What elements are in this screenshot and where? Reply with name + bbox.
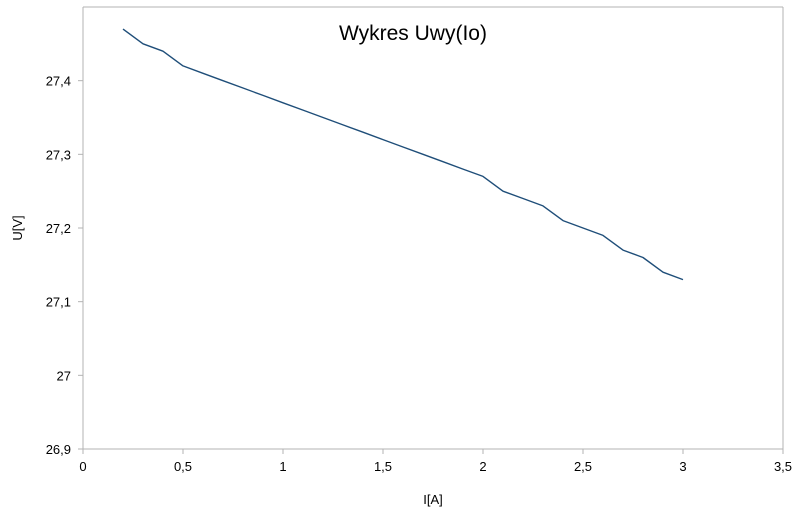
y-axis-title: U[V] <box>10 215 25 240</box>
tick-labels: 0 0,5 1 1,5 2 2,5 3 3,5 26,9 27 27,1 27,2 27,3 27,4 <box>46 74 792 474</box>
series-line-0 <box>122 28 684 281</box>
y-tick-label: 27,2 <box>46 221 71 236</box>
y-tick-label: 27,1 <box>46 295 71 310</box>
x-tick-label: 0 <box>79 459 86 474</box>
x-tick-label: 3 <box>679 459 686 474</box>
x-tick-label: 0,5 <box>174 459 192 474</box>
tick-marks <box>78 80 784 454</box>
y-tick-label: 27 <box>57 368 71 383</box>
x-tick-label: 1,5 <box>374 459 392 474</box>
y-tick-label: 27,3 <box>46 147 71 162</box>
chart-title: Wykres Uwy(Io) <box>339 22 487 45</box>
x-tick-label: 2 <box>479 459 486 474</box>
x-tick-label: 1 <box>279 459 286 474</box>
series-group <box>122 28 684 281</box>
x-tick-label: 3,5 <box>774 459 792 474</box>
x-axis-title: I[A] <box>423 492 443 507</box>
y-tick-label: 27,4 <box>46 74 71 89</box>
x-tick-label: 2,5 <box>574 459 592 474</box>
y-tick-label: 26,9 <box>46 442 71 457</box>
